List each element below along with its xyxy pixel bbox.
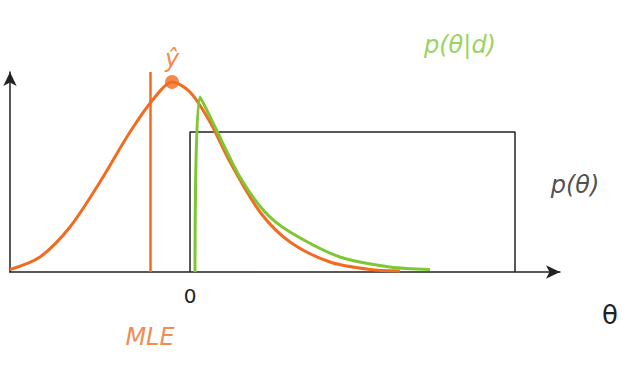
svg-text:ŷ: ŷ	[164, 45, 180, 73]
svg-text:θ: θ	[602, 300, 618, 330]
svg-text:p(θ|d): p(θ|d)	[423, 31, 496, 59]
svg-text:0: 0	[184, 284, 197, 308]
svg-text:MLE: MLE	[125, 323, 175, 351]
svg-text:p(θ): p(θ)	[550, 171, 600, 199]
